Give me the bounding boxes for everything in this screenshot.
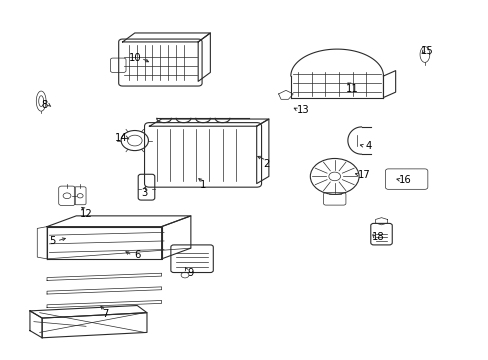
Text: 1: 1 (200, 180, 206, 190)
Text: 4: 4 (365, 141, 371, 151)
Text: 16: 16 (398, 175, 411, 185)
Text: 15: 15 (420, 46, 433, 56)
Text: 12: 12 (80, 209, 92, 219)
Text: 6: 6 (134, 250, 140, 260)
Text: 17: 17 (357, 170, 369, 180)
Text: 5: 5 (49, 236, 55, 246)
Text: 8: 8 (41, 100, 48, 110)
Text: 13: 13 (296, 105, 309, 115)
Text: 10: 10 (128, 53, 141, 63)
Text: 7: 7 (102, 310, 108, 319)
Text: 18: 18 (371, 232, 384, 242)
Text: 2: 2 (263, 159, 269, 169)
Text: 3: 3 (141, 188, 147, 198)
Text: 9: 9 (187, 268, 194, 278)
Text: 14: 14 (115, 133, 128, 143)
Text: 11: 11 (345, 84, 357, 94)
